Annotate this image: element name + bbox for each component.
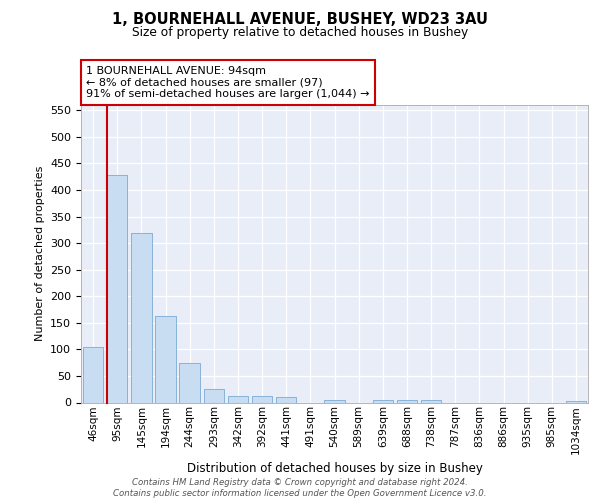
Bar (373, 400, 393, 402)
Bar (155, 316, 176, 402)
Bar (227, 396, 248, 402)
Bar (131, 232, 152, 402)
Bar (107, 175, 127, 402)
Text: Size of property relative to detached houses in Bushey: Size of property relative to detached ho… (132, 26, 468, 39)
Text: Contains HM Land Registry data © Crown copyright and database right 2024.
Contai: Contains HM Land Registry data © Crown c… (113, 478, 487, 498)
Bar (203, 389, 224, 402)
Bar (397, 400, 417, 402)
Y-axis label: Number of detached properties: Number of detached properties (35, 166, 44, 342)
Bar (276, 397, 296, 402)
Bar (324, 400, 345, 402)
Bar (252, 396, 272, 402)
Bar (179, 362, 200, 403)
Text: 1, BOURNEHALL AVENUE, BUSHEY, WD23 3AU: 1, BOURNEHALL AVENUE, BUSHEY, WD23 3AU (112, 12, 488, 28)
Bar (421, 400, 442, 402)
Bar (566, 401, 586, 402)
Bar (83, 346, 103, 403)
X-axis label: Distribution of detached houses by size in Bushey: Distribution of detached houses by size … (187, 462, 482, 475)
Text: 1 BOURNEHALL AVENUE: 94sqm
← 8% of detached houses are smaller (97)
91% of semi-: 1 BOURNEHALL AVENUE: 94sqm ← 8% of detac… (86, 66, 370, 99)
